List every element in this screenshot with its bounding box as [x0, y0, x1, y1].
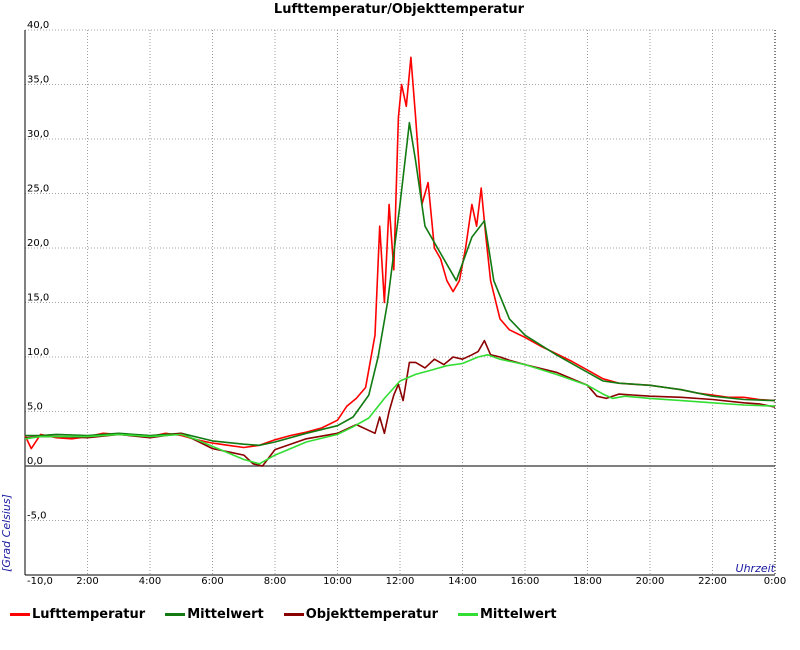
series-line: [24, 339, 776, 467]
y-tick-label: -5,0: [27, 511, 47, 522]
x-tick-label: 22:00: [698, 576, 727, 587]
x-tick-label: 16:00: [511, 576, 540, 587]
x-tick-label: 2:00: [76, 576, 98, 587]
chart-legend: Lufttemperatur Mittelwert Objekttemperatur…: [10, 607, 577, 622]
tick-label-layer: 40,0 35,0 30,0 25,0 20,0 15,0 10,0 5,0 0,0 -5,0 -1…: [27, 20, 786, 587]
legend-label: Lufttemperatur: [32, 607, 146, 622]
x-tick-label: 4:00: [139, 576, 161, 587]
legend-label: Mittelwert: [187, 607, 264, 622]
y-tick-label: 25,0: [27, 184, 49, 195]
series-layer: [24, 56, 776, 467]
y-tick-label: 30,0: [27, 129, 49, 140]
y-tick-label: 10,0: [27, 347, 49, 358]
x-tick-label: 18:00: [573, 576, 602, 587]
y-tick-label: 0,0: [27, 456, 43, 467]
y-tick-label: 5,0: [27, 402, 43, 413]
chart-title: Lufttemperatur/Objekttemperatur: [274, 2, 525, 17]
legend-label: Objekttemperatur: [305, 607, 438, 622]
y-tick-label: 35,0: [27, 75, 49, 86]
series-line: [24, 354, 776, 465]
y-tick-label: 15,0: [27, 293, 49, 304]
legend-swatch: [165, 613, 186, 616]
legend-label: Mittelwert: [480, 607, 557, 622]
x-tick-label: 14:00: [448, 576, 477, 587]
legend-swatch: [283, 613, 304, 616]
legend-item: Mittelwert: [458, 607, 557, 622]
legend-item: Lufttemperatur: [10, 607, 145, 622]
y-axis-title: [Grad Celsius]: [0, 494, 13, 572]
grid-layer: [25, 29, 775, 575]
legend-swatch: [458, 613, 478, 616]
legend-item: Mittelwert: [165, 607, 264, 622]
legend-swatch: [10, 613, 30, 616]
x-tick-label: 6:00: [201, 576, 223, 587]
y-tick-label: 20,0: [27, 238, 49, 249]
y-tick-label: -10,0: [27, 576, 53, 587]
x-tick-label: 8:00: [264, 576, 286, 587]
x-tick-label: 20:00: [636, 576, 665, 587]
axis-layer: [24, 30, 776, 576]
legend-item: Objekttemperatur: [283, 607, 438, 622]
x-tick-label: 10:00: [323, 576, 352, 587]
y-tick-label: 40,0: [27, 20, 49, 31]
series-line: [24, 56, 776, 450]
x-tick-label: 0:00: [764, 576, 786, 587]
x-tick-label: 12:00: [386, 576, 415, 587]
x-axis-title: Uhrzeit: [736, 562, 776, 575]
